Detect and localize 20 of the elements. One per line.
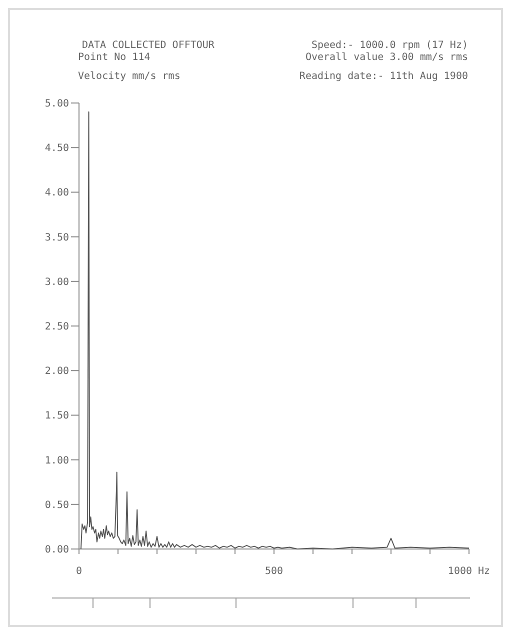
x-tick-label: 0 — [76, 566, 82, 577]
y-tick-label: 5.00 — [44, 98, 69, 110]
y-tick-label: 0.50 — [44, 500, 69, 511]
y-tick-label: 3.50 — [44, 232, 69, 244]
text: Speed:- 1000.0 rpm (17 Hz) — [311, 40, 468, 51]
text: Overall value 3.00 mm/s rms — [305, 52, 468, 63]
chart-title: DATA COLLECTED OFFTOUR — [82, 40, 216, 51]
text: Point No 114 — [78, 52, 150, 63]
y-tick-label: 2.50 — [44, 322, 69, 332]
y-tick-label: 0.00 — [44, 544, 69, 556]
x-tick-label: 1000 Hz — [448, 566, 490, 577]
x-tick-label: 500 — [264, 566, 284, 577]
y-axis-title: Velocity mm/s rms — [78, 71, 180, 82]
y-tick-label: 4.50 — [44, 143, 69, 154]
y-tick-label: 3.00 — [44, 276, 69, 288]
y-tick-label: 1.50 — [44, 410, 69, 422]
text: Reading date:- 11th Aug 1900 — [299, 71, 468, 82]
y-tick-label: 2.00 — [44, 366, 69, 378]
y-tick-label: 4.00 — [44, 188, 69, 199]
y-tick-label: 1.00 — [44, 455, 69, 466]
